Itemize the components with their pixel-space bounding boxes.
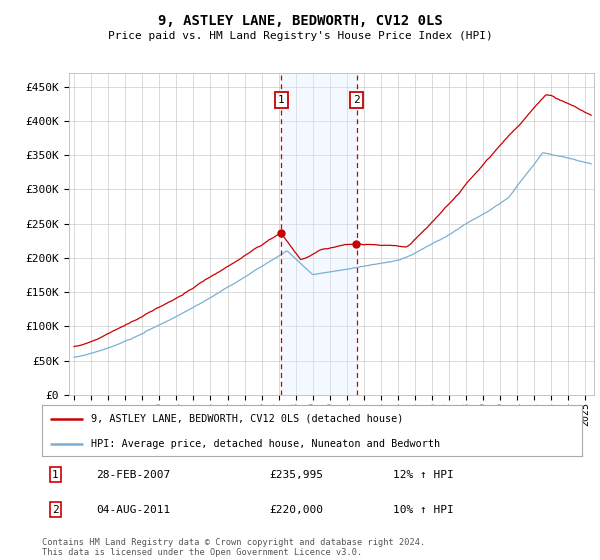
Text: 10% ↑ HPI: 10% ↑ HPI: [393, 505, 454, 515]
Text: 04-AUG-2011: 04-AUG-2011: [96, 505, 170, 515]
Bar: [281, 73, 357, 395]
Text: 28-FEB-2007: 28-FEB-2007: [96, 470, 170, 479]
Text: Contains HM Land Registry data © Crown copyright and database right 2024.
This d: Contains HM Land Registry data © Crown c…: [42, 538, 425, 557]
Text: £235,995: £235,995: [269, 470, 323, 479]
Text: 2: 2: [52, 505, 59, 515]
Text: 9, ASTLEY LANE, BEDWORTH, CV12 0LS (detached house): 9, ASTLEY LANE, BEDWORTH, CV12 0LS (deta…: [91, 414, 403, 424]
Text: 1: 1: [52, 470, 59, 479]
Text: Price paid vs. HM Land Registry's House Price Index (HPI): Price paid vs. HM Land Registry's House …: [107, 31, 493, 41]
Text: 2: 2: [353, 95, 360, 105]
Text: 9, ASTLEY LANE, BEDWORTH, CV12 0LS: 9, ASTLEY LANE, BEDWORTH, CV12 0LS: [158, 14, 442, 28]
Text: £220,000: £220,000: [269, 505, 323, 515]
Text: 1: 1: [278, 95, 284, 105]
Text: 12% ↑ HPI: 12% ↑ HPI: [393, 470, 454, 479]
Text: HPI: Average price, detached house, Nuneaton and Bedworth: HPI: Average price, detached house, Nune…: [91, 438, 440, 449]
